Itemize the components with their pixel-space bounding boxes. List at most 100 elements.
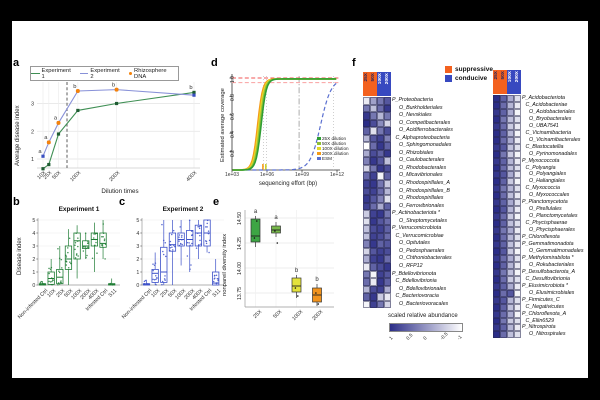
panel-d-plot	[229, 74, 340, 173]
heatmap-column-header: 200X	[384, 72, 391, 96]
taxon-row-label: O_Rhodospirillales	[399, 195, 444, 202]
heatmap-cell	[514, 234, 521, 242]
legend-label: ESM	[322, 156, 332, 161]
heatmap-cell	[363, 187, 370, 196]
heatmap-cell	[370, 187, 377, 196]
experiment-1-line-swatch	[31, 72, 40, 75]
taxon-row-label: O_Bdellovibrionales	[399, 285, 447, 292]
heatmap-cell	[384, 285, 391, 294]
panel-d-ytick: 0.2	[230, 149, 236, 157]
svg-text:4: 4	[136, 231, 139, 237]
panel-b-ylabel: Disease index	[17, 237, 23, 275]
heatmap-cell	[507, 310, 514, 318]
panel-d-ylabel: Estimated average coverage	[220, 88, 226, 162]
taxon-row-label: O_Rhodobacterales	[399, 164, 447, 171]
experiment-2-label: Experiment 2	[90, 67, 120, 80]
heatmap-cell	[377, 112, 384, 120]
taxon-row-label: C_Bdellovibrionia	[395, 278, 437, 285]
taxon-row-label: O_Planctomycetales	[529, 213, 578, 220]
heatmap-cell	[377, 97, 384, 105]
heatmap-cell	[500, 296, 507, 304]
panel-d-legend-item: 25X dilution	[317, 136, 349, 141]
heatmap-cell	[370, 127, 377, 135]
heatmap-cell	[377, 172, 384, 181]
heatmap-cell	[363, 172, 370, 181]
heatmap-cell	[493, 95, 500, 102]
taxon-row-label: P_Proteobacteria	[392, 97, 433, 103]
heatmap-cell	[507, 296, 514, 304]
panel-b-title: Experiment 1	[58, 206, 100, 213]
heatmap-cell	[514, 296, 521, 304]
heatmap-cell	[507, 227, 514, 235]
heatmap-cell	[363, 112, 370, 120]
taxon-row-label: P_Chloroflexota	[522, 234, 560, 241]
heatmap-cell	[500, 122, 507, 130]
heatmap-cell	[507, 234, 514, 242]
heatmap-cell	[384, 157, 391, 165]
svg-text:b: b	[295, 268, 299, 274]
heatmap-cell	[514, 213, 521, 221]
heatmap-cell	[377, 127, 384, 135]
svg-text:5: 5	[32, 218, 35, 224]
heatmap-cell	[514, 164, 521, 172]
heatmap-cell	[507, 150, 514, 158]
heatmap-cell	[507, 129, 514, 137]
heatmap-cell	[500, 303, 507, 311]
heatmap-cell	[493, 220, 500, 228]
taxon-row-label: C_Negativicutes	[525, 303, 565, 310]
heatmap-cell	[370, 285, 377, 294]
heatmap-cell	[493, 115, 500, 123]
colorbar-label: scaled relative abundance	[388, 313, 458, 319]
taxon-row-label: O_Chthoniobacterales	[399, 255, 452, 262]
heatmap-cell	[500, 143, 507, 151]
experiment-1-label: Experiment 1	[41, 67, 71, 80]
heatmap-cell	[384, 270, 391, 279]
svg-text:a: a	[44, 135, 48, 141]
heatmap-cell	[500, 268, 507, 276]
taxon-row-label: P_Methylomirabilota *	[522, 254, 574, 261]
taxon-row-label: P_Nitrospirota	[522, 324, 556, 331]
heatmap-cell	[363, 247, 370, 256]
heatmap-cell	[493, 331, 500, 339]
legend-swatch	[317, 146, 321, 151]
svg-text:a: a	[254, 209, 258, 215]
heatmap-cell	[507, 178, 514, 186]
heatmap-cell	[363, 142, 370, 150]
panel-e-plot: a a b b	[244, 209, 334, 308]
taxon-row-label: C_Bacteriovoracia	[395, 293, 439, 300]
heatmap-cell	[384, 202, 391, 211]
taxon-row-label: O_Nitrospirales	[529, 331, 566, 338]
taxon-row-label: O_Phycisphaerales	[529, 227, 575, 234]
heatmap-cell	[493, 171, 500, 179]
svg-text:b: b	[315, 277, 319, 283]
heatmap-cell	[370, 247, 377, 256]
heatmap-column-header-text: 100X	[508, 71, 513, 83]
heatmap-cell	[377, 119, 384, 128]
heatmap-cell	[500, 275, 507, 283]
heatmap-cell	[493, 185, 500, 193]
panel-e-ylabel: nonpareil diversity index	[222, 233, 228, 296]
heatmap-cell	[500, 331, 507, 339]
heatmap-cell	[493, 136, 500, 144]
panel-e-ytick: 13.75	[237, 287, 243, 300]
heatmap-cell	[384, 255, 391, 264]
heatmap-right-column-headers: 25X 50X 100X 200X	[493, 70, 521, 94]
heatmap-cell	[384, 112, 391, 120]
heatmap-cell	[384, 278, 391, 286]
heatmap-cell	[493, 129, 500, 137]
legend-item-experiment-2: Experiment 2	[79, 67, 123, 80]
heatmap-cell	[493, 241, 500, 248]
heatmap-cell	[377, 180, 384, 188]
panel-e-ytick: 14.25	[237, 237, 243, 250]
heatmap-cell	[493, 282, 500, 290]
heatmap-cell	[384, 180, 391, 188]
heatmap-cell	[370, 210, 377, 218]
heatmap-column-header: 25X	[363, 72, 370, 96]
heatmap-cell	[384, 172, 391, 181]
heatmap-cell	[493, 157, 500, 165]
taxon-row-label: O_Opitutales	[399, 240, 430, 247]
heatmap-cell	[363, 232, 370, 241]
taxon-row-label: O_Burkholderiales	[399, 104, 443, 111]
taxon-row-label: O_Polyangiales	[529, 171, 567, 178]
heatmap-cell	[514, 317, 521, 325]
